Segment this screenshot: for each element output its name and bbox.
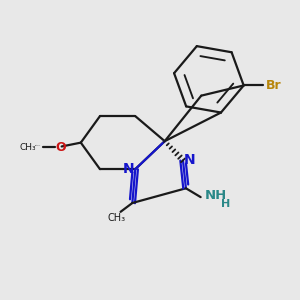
Text: Br: Br: [266, 79, 281, 92]
Text: H: H: [221, 200, 230, 209]
Text: CH₃: CH₃: [19, 142, 36, 152]
Text: O: O: [55, 141, 65, 154]
Text: methoxy: methoxy: [35, 145, 41, 146]
Text: N: N: [123, 161, 135, 176]
Text: NH: NH: [205, 189, 227, 202]
Text: N: N: [184, 153, 195, 167]
Text: CH₃: CH₃: [107, 213, 125, 223]
